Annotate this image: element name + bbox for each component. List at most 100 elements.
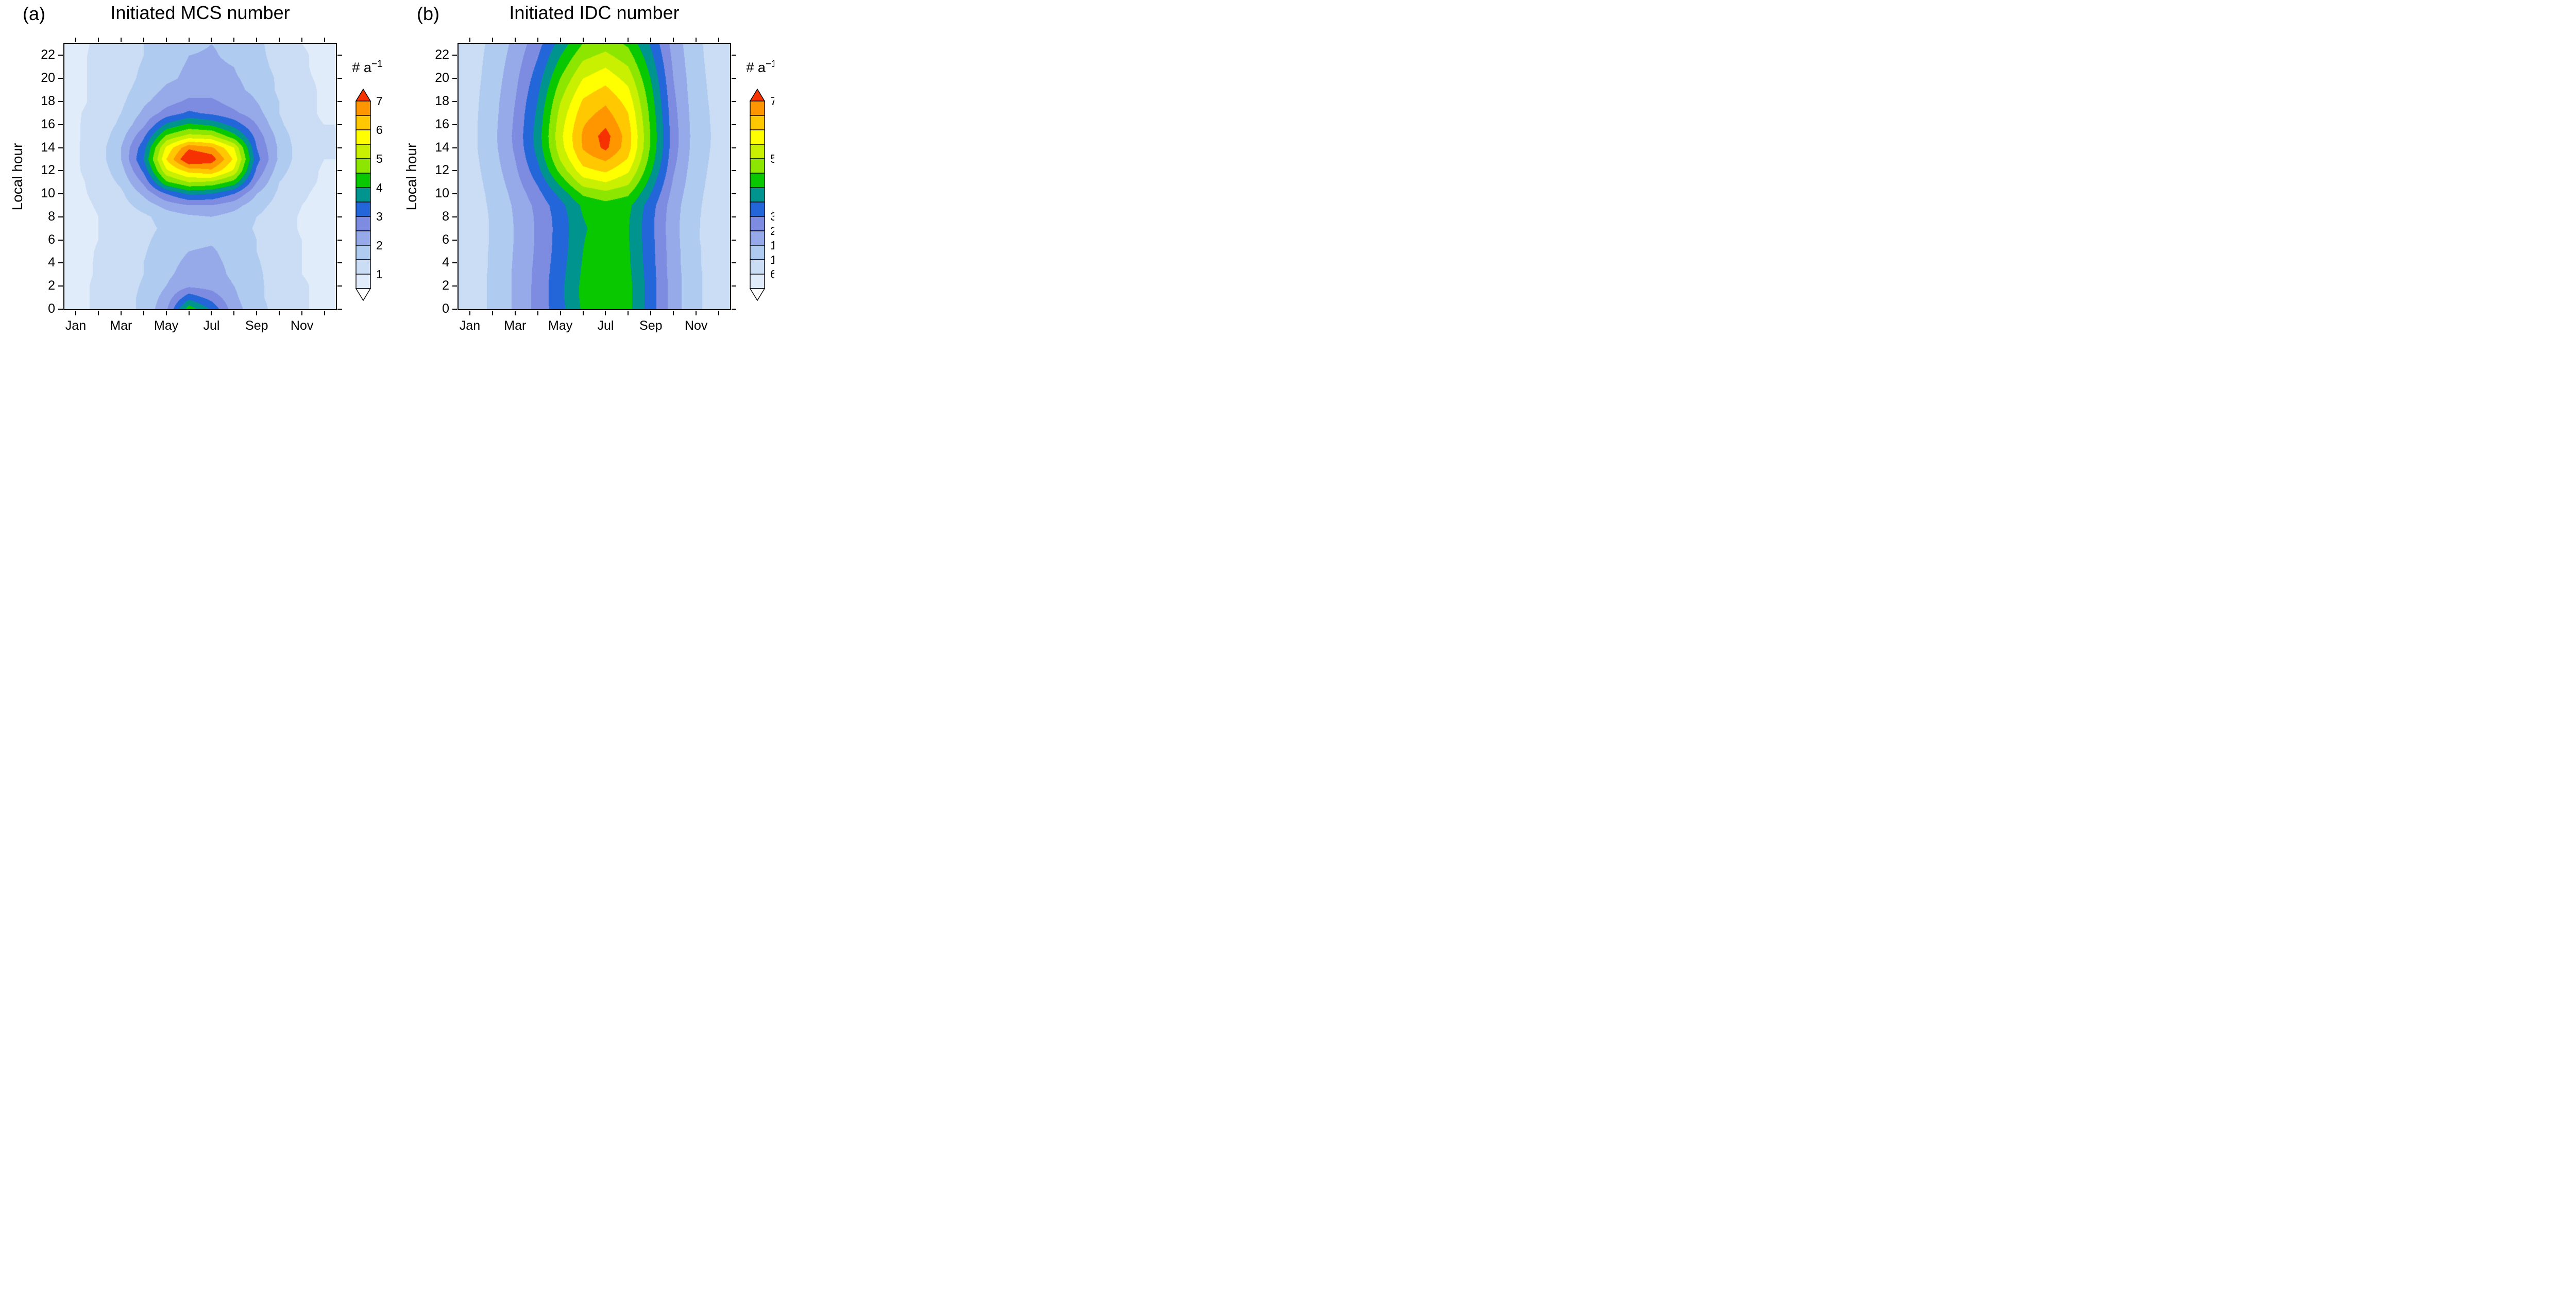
y-tick-mark [732, 78, 736, 79]
y-axis-label: Local hour [403, 143, 419, 211]
y-tick-mark [58, 285, 63, 287]
y-tick-mark [58, 239, 63, 241]
y-tick-mark [58, 124, 63, 125]
x-tick-label: Nov [684, 318, 708, 333]
y-tick-mark [732, 262, 736, 264]
y-tick-label: 0 [48, 301, 55, 316]
colorbar-tick-label: 3 [376, 210, 383, 223]
x-tick-label: Jul [203, 318, 220, 333]
y-tick-mark [732, 193, 736, 195]
y-tick-label: 8 [442, 209, 449, 224]
x-tick-mark [718, 311, 720, 315]
y-tick-label: 2 [442, 278, 449, 293]
x-tick-mark [256, 311, 258, 315]
colorbar-tick-label: 4 [376, 181, 383, 194]
colorbar-unit-label: # a−1 [352, 59, 383, 75]
x-tick-mark [582, 38, 584, 42]
x-tick-mark [582, 311, 584, 315]
y-tick-label: 10 [435, 186, 449, 201]
y-tick-mark [337, 309, 342, 310]
y-tick-mark [452, 262, 457, 264]
x-tick-mark [188, 38, 190, 42]
x-tick-mark [696, 311, 697, 315]
page-title: Initiated MCS number [110, 2, 290, 23]
y-tick-label: 14 [41, 140, 55, 155]
y-tick-mark [452, 309, 457, 310]
colorbar-tick-label: 540 [770, 152, 774, 165]
x-tick-mark [605, 311, 606, 315]
plot-frame [63, 43, 337, 310]
y-tick-label: 2 [48, 278, 55, 293]
y-tick-mark [732, 216, 736, 217]
y-tick-mark [58, 78, 63, 79]
x-tick-mark [537, 38, 538, 42]
x-tick-mark [256, 38, 258, 42]
y-tick-label: 4 [48, 255, 55, 270]
x-tick-mark [75, 311, 76, 315]
x-tick-mark [514, 38, 516, 42]
x-tick-mark [301, 38, 303, 42]
x-tick-mark [650, 311, 652, 315]
colorbar-tick-label: 7 [376, 94, 383, 108]
y-tick-mark [452, 193, 457, 195]
y-tick-mark [452, 147, 457, 148]
y-tick-mark [732, 147, 736, 148]
y-tick-mark [58, 100, 63, 102]
colorbar-tick-label: 180 [770, 239, 774, 252]
x-tick-mark [188, 311, 190, 315]
y-tick-label: 8 [48, 209, 55, 224]
y-tick-mark [732, 309, 736, 310]
x-tick-mark [279, 38, 280, 42]
x-tick-mark [537, 311, 538, 315]
y-tick-label: 16 [435, 116, 449, 131]
colorbar-tick-label: 5 [376, 152, 383, 165]
x-tick-mark [324, 311, 326, 315]
x-tick-label: Sep [639, 318, 663, 333]
y-tick-mark [58, 193, 63, 195]
x-tick-mark [673, 38, 674, 42]
unit-exponent: −1 [765, 59, 774, 70]
y-tick-mark [58, 262, 63, 264]
y-tick-label: 0 [442, 301, 449, 316]
idc-heatmap-plot [457, 43, 731, 310]
x-tick-mark [97, 38, 99, 42]
y-tick-mark [732, 239, 736, 241]
y-tick-mark [58, 216, 63, 217]
colorbar-tick-label: 780 [770, 94, 774, 108]
y-tick-label: 18 [435, 93, 449, 108]
x-tick-mark [233, 38, 235, 42]
x-tick-mark [718, 38, 720, 42]
x-tick-mark [279, 311, 280, 315]
x-tick-mark [165, 311, 167, 315]
x-tick-mark [673, 311, 674, 315]
y-tick-mark [452, 285, 457, 287]
x-tick-label: Jul [597, 318, 614, 333]
x-tick-mark [605, 38, 606, 42]
x-tick-mark [233, 311, 235, 315]
colorbar [354, 88, 372, 301]
x-tick-mark [120, 38, 122, 42]
y-tick-mark [337, 239, 342, 241]
y-tick-mark [337, 78, 342, 79]
panel-letter: (a) [23, 3, 45, 24]
x-tick-mark [514, 311, 516, 315]
y-tick-label: 6 [48, 232, 55, 247]
idc-heatmap-canvas [459, 44, 730, 309]
x-tick-label: May [548, 318, 573, 333]
y-tick-label: 22 [41, 47, 55, 62]
x-tick-mark [492, 38, 493, 42]
x-tick-mark [650, 38, 652, 42]
x-tick-label: May [154, 318, 179, 333]
x-tick-mark [143, 38, 144, 42]
x-tick-label: Jan [459, 318, 481, 333]
x-tick-mark [628, 311, 629, 315]
y-tick-mark [732, 124, 736, 125]
y-tick-label: 10 [41, 186, 55, 201]
y-axis-label: Local hour [9, 143, 25, 211]
colorbar-tick-label: 300 [770, 210, 774, 223]
y-tick-mark [452, 216, 457, 217]
y-tick-mark [452, 100, 457, 102]
x-tick-label: Jan [65, 318, 87, 333]
x-tick-mark [143, 311, 144, 315]
y-tick-mark [337, 100, 342, 102]
